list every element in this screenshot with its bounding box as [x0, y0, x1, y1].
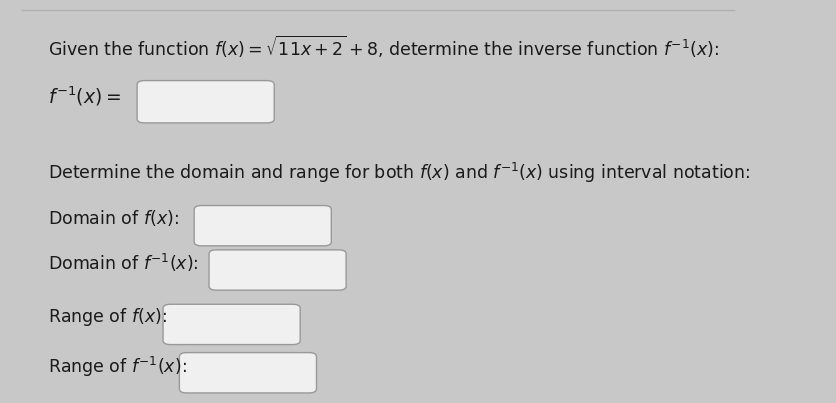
Text: Domain of $f^{-1}(x)$:: Domain of $f^{-1}(x)$:	[48, 252, 199, 274]
Text: Range of $f(x)$:: Range of $f(x)$:	[48, 306, 167, 328]
FancyBboxPatch shape	[194, 206, 331, 246]
FancyBboxPatch shape	[179, 353, 316, 393]
Text: Given the function $f(x) = \sqrt{11x+2}+8$, determine the inverse function $f^{-: Given the function $f(x) = \sqrt{11x+2}+…	[48, 34, 718, 60]
FancyBboxPatch shape	[209, 250, 346, 290]
FancyBboxPatch shape	[163, 304, 300, 345]
FancyBboxPatch shape	[137, 81, 274, 123]
Text: Determine the domain and range for both $f(x)$ and $f^{-1}(x)$ using interval no: Determine the domain and range for both …	[48, 161, 750, 185]
Text: Range of $f^{-1}(x)$:: Range of $f^{-1}(x)$:	[48, 355, 186, 379]
Text: Domain of $f(x)$:: Domain of $f(x)$:	[48, 208, 179, 228]
Text: $f^{-1}(x) =$: $f^{-1}(x) =$	[48, 85, 121, 108]
